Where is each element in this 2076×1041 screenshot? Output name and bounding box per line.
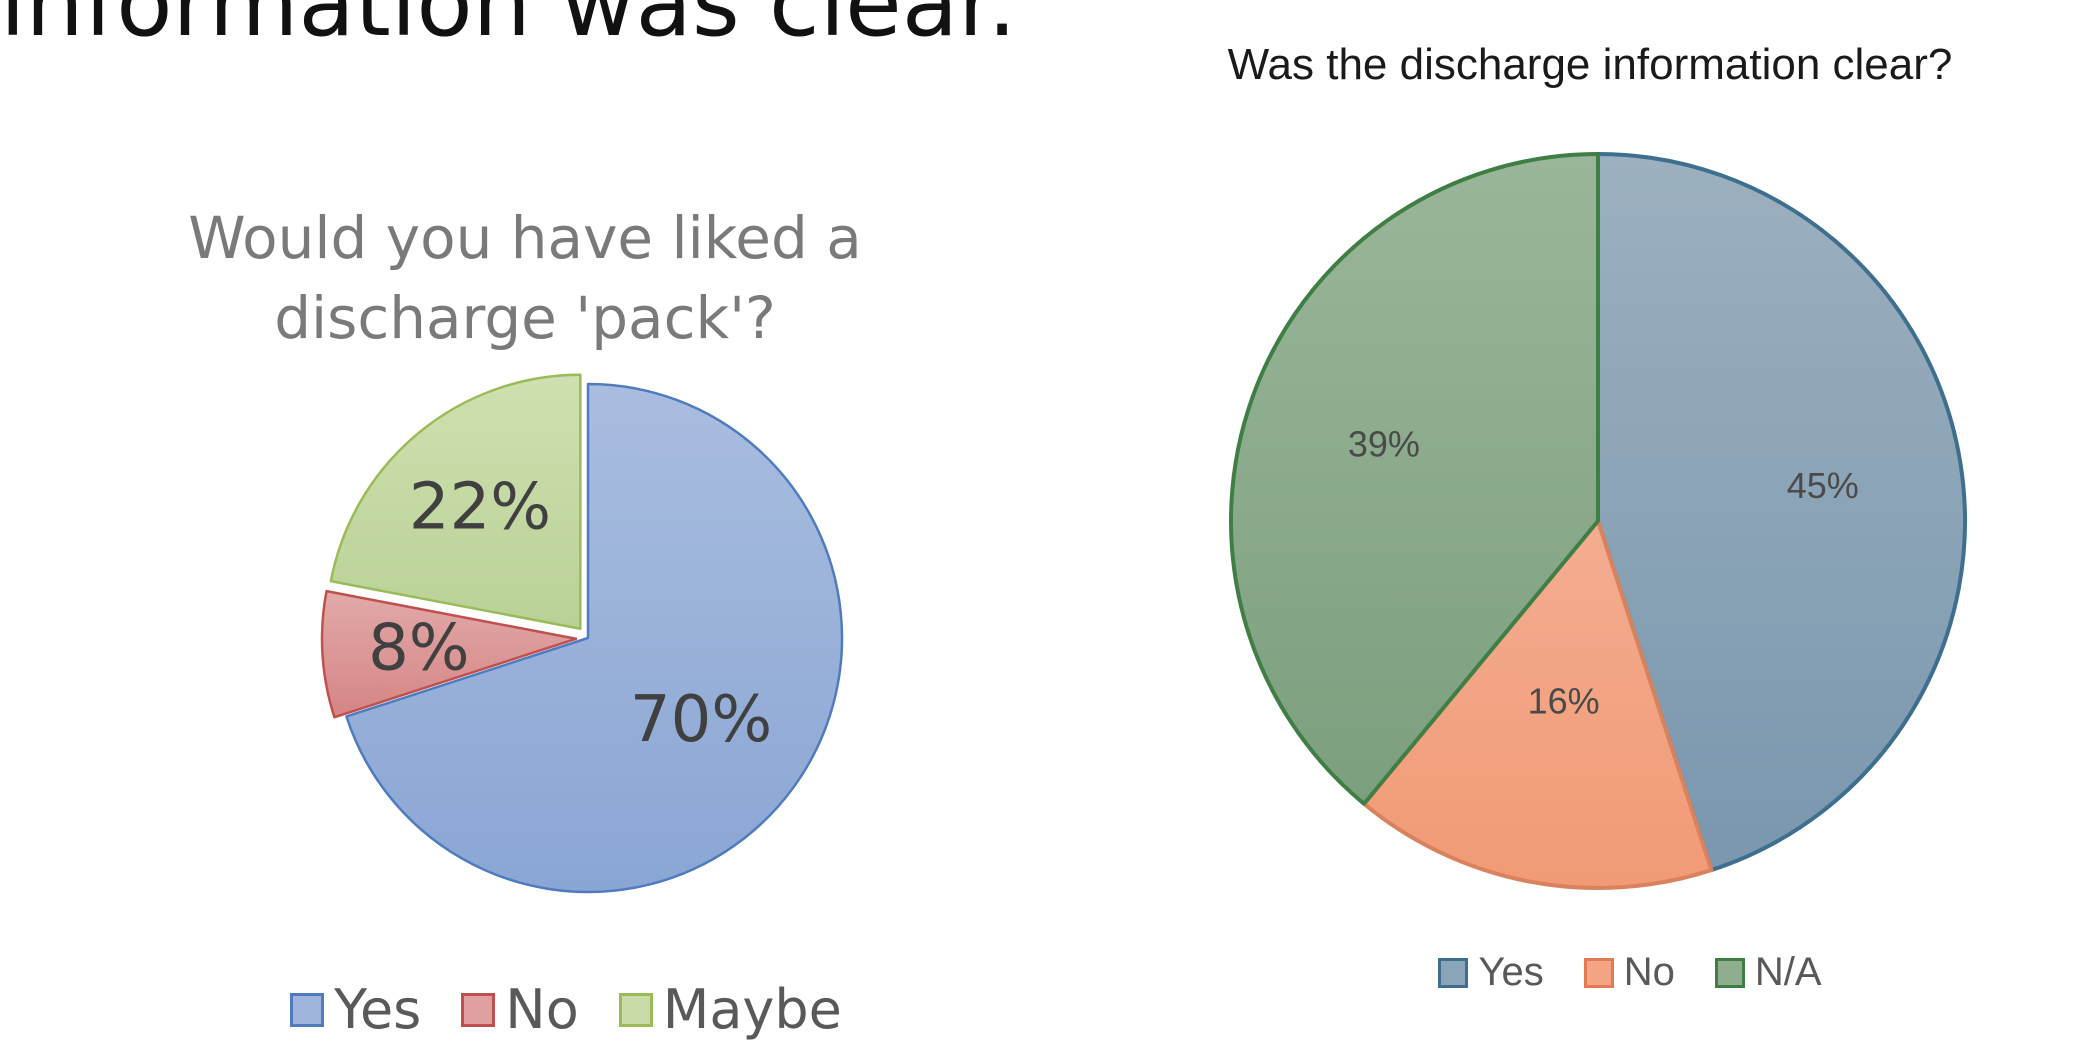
legend-item-no: No [1583,950,1675,995]
legend-item-yes: Yes [1438,950,1544,995]
legend-item-no: No [461,978,579,1041]
slide-heading: information was clear. [0,0,1017,57]
data-label-yes: 70% [630,683,772,757]
data-label-no: 16% [1528,681,1600,722]
legend-label-yes: Yes [1478,950,1544,994]
legend-swatch-na [1714,957,1745,988]
data-label-yes: 45% [1787,465,1859,506]
pie-slice-na [1229,152,1600,806]
legend-discharge-pack: Yes No Maybe [0,978,1132,1041]
pie-slice-no [1362,519,1714,890]
legend-label-maybe: Maybe [662,978,842,1041]
legend-label-no: No [1623,950,1675,994]
pie-discharge-clear: 45% 16% 39% [1229,152,1967,890]
chart-title-discharge-clear: Was the discharge information clear? [1227,40,1953,89]
legend-discharge-clear: Yes No N/A [1320,950,1940,995]
pie-slice-maybe [329,373,582,631]
legend-item-maybe: Maybe [618,978,842,1041]
legend-label-na: N/A [1754,950,1822,994]
data-label-na: 39% [1348,423,1420,464]
legend-swatch-maybe [618,992,653,1027]
pie-slice-yes [1596,152,1967,873]
pie-discharge-pack: 70% 8% 22% [320,373,844,894]
legend-swatch-no [1583,957,1614,988]
legend-swatch-no [461,992,496,1027]
legend-item-yes: Yes [290,978,421,1041]
legend-label-yes: Yes [334,978,422,1041]
pie-slice-yes [345,382,844,894]
legend-item-na: N/A [1714,950,1822,995]
chart-title-discharge-pack: Would you have liked a discharge 'pack'? [188,204,862,352]
legend-swatch-yes [290,992,325,1027]
data-label-no: 8% [368,612,470,686]
legend-swatch-yes [1438,957,1469,988]
legend-label-no: No [505,978,579,1041]
pie-slice-no [320,589,578,719]
data-label-maybe: 22% [409,470,551,544]
